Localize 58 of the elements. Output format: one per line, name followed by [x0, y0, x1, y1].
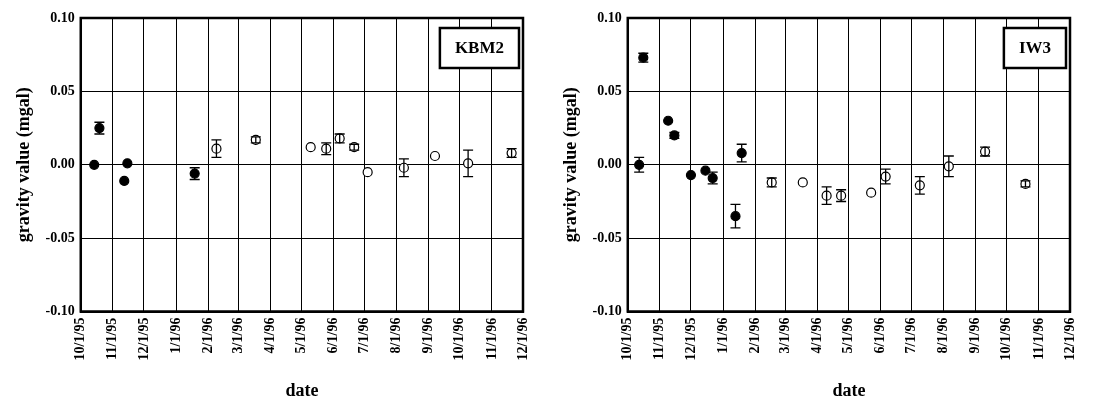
x-tick-label: 12/1/96 [1061, 317, 1077, 361]
y-tick-label: -0.10 [592, 303, 622, 319]
point [663, 115, 674, 126]
point [362, 167, 373, 178]
x-tick-label: 5/1/96 [839, 317, 855, 354]
annotation: KBM2 [454, 38, 504, 58]
x-tick-label: 10/1/95 [619, 317, 635, 361]
y-tick-label: 0.00 [597, 156, 622, 172]
point [89, 159, 100, 170]
x-tick-label: 9/1/96 [967, 317, 983, 354]
y-axis-title: gravity value (mgal) [13, 87, 35, 243]
point [429, 150, 441, 162]
x-tick-label: 10/1/96 [998, 317, 1014, 361]
x-tick-label: 10/1/95 [72, 317, 88, 361]
x-axis-title: date [832, 379, 866, 400]
y-axis-title: gravity value (mgal) [560, 87, 582, 243]
x-tick-label: 8/1/96 [935, 317, 951, 354]
y-tick-label: 0.05 [597, 83, 622, 99]
x-tick-label: 12/1/95 [682, 317, 698, 361]
x-tick-label: 4/1/96 [261, 317, 277, 354]
point [119, 175, 130, 187]
point [700, 165, 711, 176]
x-tick-label: 8/1/96 [388, 317, 404, 354]
point [866, 187, 877, 198]
point [685, 169, 697, 181]
x-tick-label: 1/1/96 [714, 317, 730, 354]
point [797, 177, 808, 188]
x-tick-label: 5/1/96 [292, 317, 308, 354]
y-tick-label: -0.05 [45, 229, 75, 245]
y-tick-label: 0.00 [50, 156, 75, 172]
x-tick-label: 2/1/96 [746, 317, 762, 354]
x-tick-label: 11/1/95 [651, 317, 667, 360]
y-tick-label: 0.05 [50, 83, 75, 99]
x-tick-label: 12/1/96 [514, 317, 530, 361]
x-tick-label: 12/1/95 [135, 317, 151, 361]
y-tick-label: -0.05 [592, 229, 622, 245]
x-tick-label: 11/1/96 [483, 317, 499, 360]
y-tick-label: -0.10 [45, 303, 75, 319]
x-tick-label: 10/1/96 [451, 317, 467, 361]
x-tick-label: 6/1/96 [325, 317, 341, 354]
x-tick-label: 11/1/95 [104, 317, 120, 360]
point [305, 142, 316, 153]
annotation: IW3 [1018, 38, 1051, 58]
x-tick-label: 11/1/96 [1030, 317, 1046, 360]
x-axis-title: date [285, 379, 319, 400]
x-tick-label: 7/1/96 [903, 317, 919, 354]
x-tick-label: 9/1/96 [420, 317, 436, 354]
x-tick-label: 2/1/96 [199, 317, 215, 354]
x-tick-label: 6/1/96 [872, 317, 888, 354]
y-tick-label: 0.10 [597, 9, 622, 25]
x-tick-label: 4/1/96 [808, 317, 824, 354]
x-tick-label: 7/1/96 [356, 317, 372, 354]
point [736, 147, 747, 159]
x-tick-label: 3/1/96 [229, 317, 245, 354]
x-tick-label: 1/1/96 [167, 317, 183, 354]
x-tick-label: 3/1/96 [776, 317, 792, 354]
point [122, 158, 133, 169]
y-tick-label: 0.10 [50, 9, 75, 25]
